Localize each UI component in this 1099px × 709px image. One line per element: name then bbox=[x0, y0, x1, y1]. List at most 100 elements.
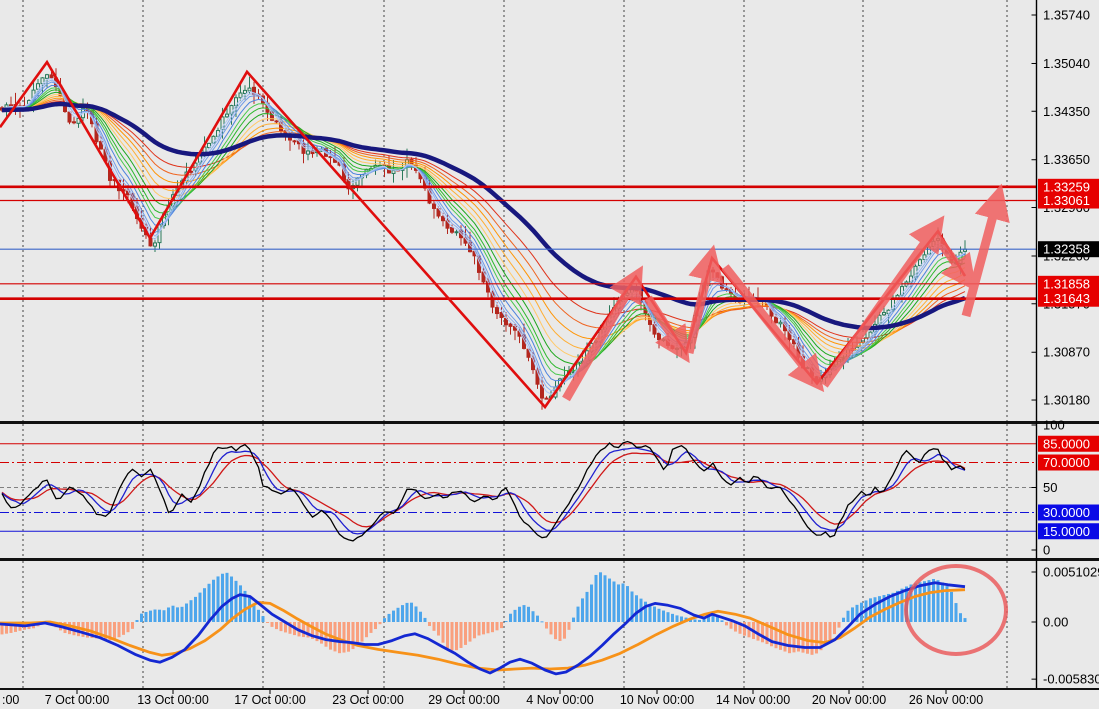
macd-histogram-bar bbox=[846, 610, 850, 622]
date-tick-label: 13 Oct 00:00 bbox=[137, 693, 209, 707]
macd-histogram-bar bbox=[900, 588, 904, 622]
macd-histogram-bar bbox=[819, 622, 823, 651]
macd-histogram-bar bbox=[0, 622, 4, 635]
macd-histogram-bar bbox=[950, 591, 953, 622]
macd-histogram-bar bbox=[302, 622, 305, 638]
macd-histogram-bar bbox=[963, 618, 967, 622]
price-alert-label-box bbox=[1038, 192, 1099, 209]
macd-histogram-bar bbox=[711, 612, 715, 622]
macd-histogram-bar bbox=[702, 617, 706, 622]
macd-histogram-bar bbox=[378, 622, 382, 625]
date-tick-label: :00 bbox=[2, 693, 19, 707]
macd-histogram-bar bbox=[306, 622, 310, 638]
macd-histogram-bar bbox=[108, 622, 112, 641]
macd-histogram-bar bbox=[675, 615, 679, 622]
candle-body bbox=[238, 92, 243, 99]
macd-histogram-bar bbox=[657, 608, 661, 622]
macd-histogram-bar bbox=[527, 606, 530, 622]
candle-body bbox=[715, 272, 720, 279]
macd-histogram-bar bbox=[288, 622, 292, 634]
macd-histogram-bar bbox=[891, 592, 895, 622]
macd-histogram-bar bbox=[477, 622, 481, 636]
macd-histogram-bar bbox=[536, 615, 539, 622]
macd-histogram-bar bbox=[770, 622, 773, 647]
macd-histogram-bar bbox=[576, 606, 580, 622]
macd-histogram-bar bbox=[99, 622, 103, 639]
macd-histogram-bar bbox=[680, 616, 683, 622]
time-axis: :00 7 Oct 00:00 13 Oct 00:00 17 Oct 00:00 23… bbox=[2, 690, 983, 707]
date-tick-label: 4 Nov 00:00 bbox=[526, 693, 593, 707]
macd-main-line bbox=[0, 581, 966, 676]
candle-body bbox=[247, 87, 252, 92]
macd-histogram-bar bbox=[360, 622, 364, 642]
macd-histogram-bar bbox=[630, 591, 634, 622]
candle-body bbox=[274, 120, 279, 123]
price-alert-label-box bbox=[1038, 523, 1099, 540]
price-alert-label-box bbox=[1038, 454, 1099, 471]
macd-histogram-bar bbox=[257, 609, 260, 622]
macd-histogram-bar bbox=[239, 585, 242, 622]
candle-body bbox=[225, 113, 229, 118]
macd-histogram-bar bbox=[788, 622, 791, 654]
trend-arrows bbox=[562, 183, 1010, 402]
macd-histogram-bar bbox=[765, 622, 769, 645]
macd-histogram-bar bbox=[909, 584, 913, 622]
date-tick-label: 23 Oct 00:00 bbox=[332, 693, 404, 707]
macd-histogram-bar bbox=[140, 613, 143, 622]
macd-histogram-bar bbox=[774, 622, 778, 649]
candle-body bbox=[778, 321, 783, 325]
candle-body bbox=[99, 141, 103, 150]
date-tick-label: 14 Nov 00:00 bbox=[716, 693, 790, 707]
macd-histogram-bar bbox=[419, 611, 422, 622]
macd-histogram-bar bbox=[176, 607, 179, 622]
macd-histogram-bar bbox=[743, 622, 746, 636]
macd-histogram-bar bbox=[9, 622, 13, 633]
macd-histogram-bar bbox=[153, 609, 157, 622]
trend-arrow-up bbox=[684, 244, 724, 355]
price-tick-label: 0.0051029 bbox=[1043, 564, 1099, 579]
macd-histogram-bar bbox=[270, 622, 274, 627]
macd-histogram-bar bbox=[122, 622, 125, 635]
price-alert-label: 1.33259 bbox=[1043, 179, 1090, 194]
macd-histogram-bar bbox=[621, 583, 625, 622]
price-alert-label: 1.33061 bbox=[1043, 193, 1090, 208]
macd-histogram-bar bbox=[603, 575, 607, 622]
macd-histogram-bar bbox=[495, 622, 499, 631]
macd-histogram-bar bbox=[117, 622, 121, 638]
macd-histogram-bar bbox=[572, 617, 575, 622]
macd-histogram-bar bbox=[144, 611, 148, 622]
macd-histogram-bar bbox=[167, 607, 170, 622]
candle-body bbox=[724, 288, 729, 291]
macd-histogram-bar bbox=[522, 605, 526, 622]
macd-histogram-bar bbox=[851, 607, 854, 622]
macd-histogram-bar bbox=[347, 622, 350, 652]
price-tick-label: 1.30180 bbox=[1043, 393, 1090, 408]
trend-arrow-down bbox=[721, 264, 825, 393]
candle-body bbox=[36, 83, 40, 90]
macd-histogram-bar bbox=[644, 601, 647, 622]
macd-histogram-bar bbox=[594, 574, 598, 622]
macd-histogram-bar bbox=[387, 613, 391, 622]
date-tick-label: 20 Nov 00:00 bbox=[812, 693, 886, 707]
macd-histogram-bar bbox=[5, 622, 8, 634]
macd-histogram-bar bbox=[801, 622, 805, 653]
macd-histogram-bar bbox=[126, 622, 130, 633]
macd-histogram-bar bbox=[509, 613, 512, 622]
price-tick-label: 1.33650 bbox=[1043, 152, 1090, 167]
trend-arrow-down bbox=[644, 295, 690, 364]
ema-ribbon-line bbox=[1, 100, 966, 339]
macd-histogram-bar bbox=[149, 610, 152, 622]
macd-histogram-bar bbox=[927, 580, 931, 622]
macd-histogram-bar bbox=[563, 622, 566, 639]
macd-histogram-bar bbox=[401, 605, 404, 622]
slow-ma-line bbox=[1, 101, 966, 331]
price-alert-label-box bbox=[1038, 241, 1099, 258]
macd-histogram-bar bbox=[540, 621, 544, 623]
macd-histogram-bar bbox=[14, 622, 17, 632]
price-alert-label: 1.31858 bbox=[1043, 276, 1090, 291]
candle-body bbox=[900, 286, 904, 296]
macd-histogram-bar bbox=[734, 622, 737, 632]
macd-histogram-bar bbox=[437, 622, 440, 636]
candle-body bbox=[270, 111, 274, 121]
